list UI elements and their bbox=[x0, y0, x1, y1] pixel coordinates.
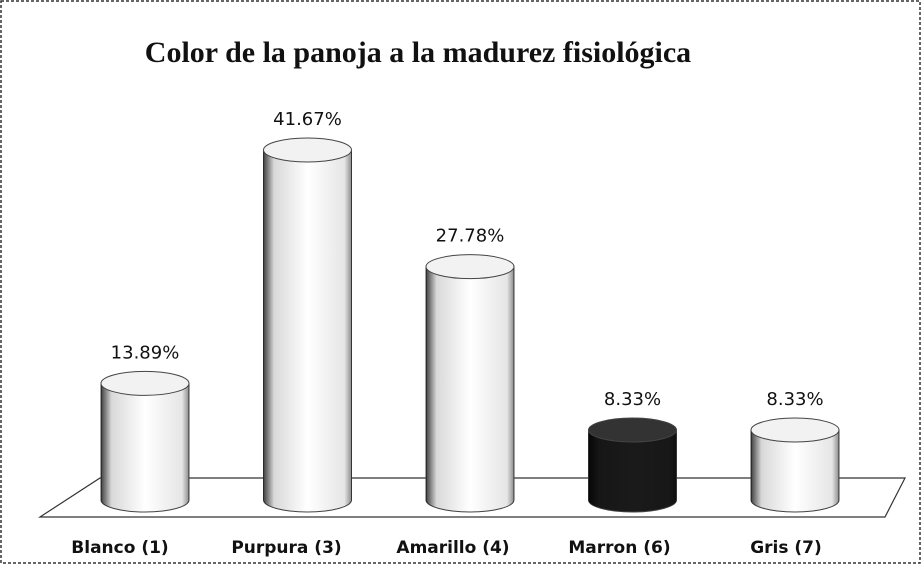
value-label: 27.78% bbox=[436, 226, 505, 247]
bar bbox=[263, 149, 352, 513]
x-tick-label: Amarillo (4) bbox=[396, 538, 509, 558]
bar bbox=[425, 266, 515, 513]
value-label: 8.33% bbox=[766, 389, 823, 410]
value-label: 13.89% bbox=[111, 342, 180, 363]
value-label: 41.67% bbox=[273, 109, 342, 130]
bar-top bbox=[263, 137, 352, 163]
chart-title: Color de la panoja a la madurez fisiológ… bbox=[145, 36, 691, 69]
x-tick-label: Blanco (1) bbox=[71, 538, 168, 558]
bar-top bbox=[100, 370, 190, 396]
bar-top bbox=[588, 417, 677, 443]
x-tick-label: Purpura (3) bbox=[231, 538, 341, 558]
bar-top bbox=[425, 254, 515, 280]
bar bbox=[100, 382, 190, 513]
value-label: 8.33% bbox=[604, 389, 661, 410]
x-tick-label: Marron (6) bbox=[568, 538, 670, 558]
x-tick-label: Gris (7) bbox=[750, 538, 822, 558]
bar-top bbox=[750, 417, 840, 443]
